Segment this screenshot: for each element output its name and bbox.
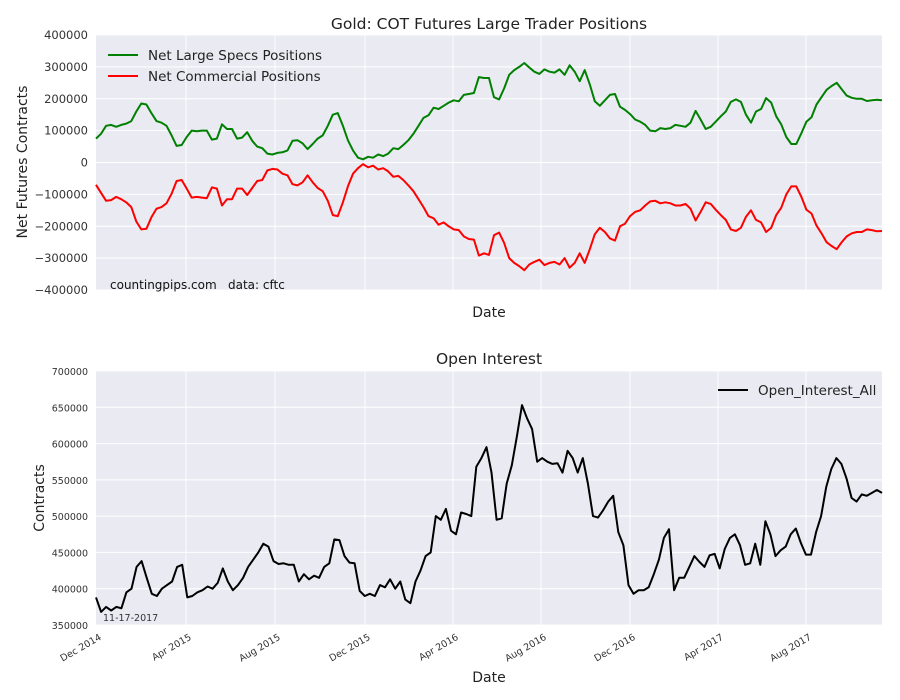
- positions-lines: [95, 62, 883, 272]
- open-interest-legend: Open_Interest_All: [718, 383, 876, 399]
- open-interest-chart-title: Open Interest: [436, 350, 542, 368]
- series-line-open-interest-all: [95, 404, 883, 613]
- open-interest-x-axis-label: Date: [472, 670, 505, 686]
- open-interest-chart: 700000 650000 600000 550000 500000 450000 4000…: [32, 350, 883, 686]
- x-tick-label: Aug 2015: [237, 632, 282, 664]
- date-stamp: 11-17-2017: [103, 613, 158, 624]
- x-tick-label: Apr 2017: [682, 632, 725, 663]
- y-tick-label: 700000: [52, 367, 88, 378]
- positions-chart-title: Gold: COT Futures Large Trader Positions: [331, 15, 647, 33]
- x-tick-label: Dec 2015: [328, 632, 373, 664]
- y-tick-label: 400000: [44, 28, 88, 42]
- data-note: data: cftc: [228, 278, 285, 292]
- legend-label-large-specs: Net Large Specs Positions: [148, 48, 322, 64]
- x-tick-label: Aug 2017: [768, 632, 813, 664]
- y-tick-label: 400000: [52, 585, 88, 596]
- series-line-net-large-specs-positions: [95, 62, 883, 161]
- positions-legend: Net Large Specs Positions Net Commercial…: [108, 48, 322, 85]
- legend-label-open-interest: Open_Interest_All: [758, 383, 876, 399]
- open-interest-lines: [95, 404, 883, 613]
- positions-chart: 400000 300000 200000 100000 0 −100000 −200000 −…: [15, 15, 883, 321]
- series-line-net-commercial-positions: [95, 163, 883, 272]
- open-interest-y-ticks: 700000 650000 600000 550000 500000 450000 4000…: [52, 367, 88, 632]
- y-tick-label: −400000: [34, 283, 88, 297]
- y-tick-label: −200000: [34, 219, 88, 233]
- x-tick-label: Aug 2016: [503, 632, 548, 664]
- open-interest-grid: [96, 370, 882, 626]
- open-interest-x-ticks: Dec 2014 Apr 2015 Aug 2015 Dec 2015 Apr 2016…: [59, 632, 814, 664]
- y-tick-label: 300000: [44, 60, 88, 74]
- positions-x-axis-label: Date: [472, 305, 505, 321]
- y-tick-label: 0: [81, 156, 88, 170]
- y-tick-label: −300000: [34, 251, 88, 265]
- positions-grid: [96, 34, 882, 291]
- y-tick-label: 600000: [52, 440, 88, 451]
- source-note: countingpips.com: [110, 278, 217, 292]
- y-tick-label: 100000: [44, 124, 88, 138]
- y-tick-label: 350000: [52, 621, 88, 632]
- y-tick-label: 450000: [52, 548, 88, 559]
- y-tick-label: 500000: [52, 512, 88, 523]
- y-tick-label: 650000: [52, 403, 88, 414]
- x-tick-label: Dec 2014: [59, 632, 104, 664]
- y-tick-label: 550000: [52, 476, 88, 487]
- legend-label-commercial: Net Commercial Positions: [148, 69, 321, 85]
- positions-y-ticks: 400000 300000 200000 100000 0 −100000 −200000 −…: [34, 28, 88, 297]
- x-tick-label: Apr 2016: [417, 632, 460, 663]
- y-tick-label: 200000: [44, 92, 88, 106]
- open-interest-plot-area: [96, 371, 882, 625]
- x-tick-label: Apr 2015: [150, 632, 193, 663]
- y-tick-label: −100000: [34, 187, 88, 201]
- open-interest-y-axis-label: Contracts: [32, 464, 48, 532]
- positions-y-axis-label: Net Futures Contracts: [15, 86, 31, 239]
- x-tick-label: Dec 2016: [593, 632, 638, 664]
